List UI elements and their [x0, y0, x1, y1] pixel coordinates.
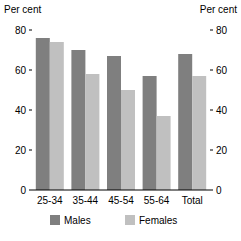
y2-axis-label: Per cent — [200, 4, 237, 15]
chart-svg: 0 20 40 60 80 0 20 40 60 80 Per cent Per cent 25-34 3… — [0, 0, 241, 241]
legend-label: Males — [64, 215, 91, 226]
y-tick — [29, 110, 32, 111]
x-axis — [32, 190, 210, 191]
y-axis-label: Per cent — [4, 4, 41, 15]
bar — [121, 90, 135, 190]
bar — [71, 50, 85, 190]
y2-tick — [210, 30, 213, 31]
y-tick-label: 0 — [20, 185, 26, 196]
bar — [157, 116, 171, 190]
y-tick — [29, 30, 32, 31]
legend-swatch — [125, 215, 135, 225]
x-tick-label: 45-54 — [108, 195, 134, 206]
y2-tick-label: 20 — [216, 145, 228, 156]
bar — [50, 42, 64, 190]
y-tick-label: 20 — [15, 145, 27, 156]
y2-tick-label: 60 — [216, 65, 228, 76]
bar — [143, 76, 157, 190]
bar — [192, 76, 206, 190]
x-tick-label: 55-64 — [144, 195, 170, 206]
x-tick-label: 25-34 — [37, 195, 63, 206]
bar — [178, 54, 192, 190]
y2-tick — [210, 70, 213, 71]
y2-tick — [210, 150, 213, 151]
y-tick — [29, 150, 32, 151]
bar — [85, 74, 99, 190]
bar — [36, 38, 50, 190]
y-tick — [29, 70, 32, 71]
y2-tick-label: 40 — [216, 105, 228, 116]
legend-label: Females — [139, 215, 177, 226]
y-tick-label: 80 — [15, 25, 27, 36]
x-tick-label: 35-44 — [73, 195, 99, 206]
y2-tick — [210, 110, 213, 111]
y2-tick — [210, 190, 213, 191]
y-tick-label: 40 — [15, 105, 27, 116]
y-tick — [29, 190, 32, 191]
bar — [107, 56, 121, 190]
y2-tick-label: 80 — [216, 25, 228, 36]
y-tick-label: 60 — [15, 65, 27, 76]
bars — [36, 38, 206, 190]
chart-container: 0 20 40 60 80 0 20 40 60 80 Per cent Per cent 25-34 3… — [0, 0, 241, 241]
x-tick-label: Total — [182, 195, 203, 206]
y2-tick-label: 0 — [216, 185, 222, 196]
legend-swatch — [50, 215, 60, 225]
